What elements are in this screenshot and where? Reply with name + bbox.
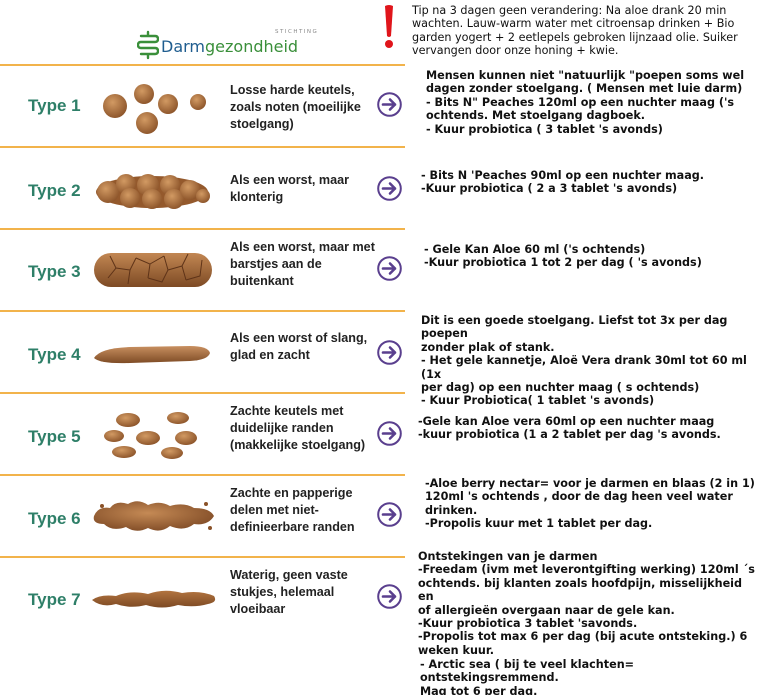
type-label: Type 2 bbox=[28, 181, 81, 200]
stool-type-row-6: Type 6 Zachte en papperige delen met nie… bbox=[0, 474, 416, 556]
stool-type-row-2: Type 2 Als een worst, maar klonterig bbox=[0, 146, 416, 228]
arrow-right-icon bbox=[377, 256, 402, 281]
stool-type-1-icon bbox=[103, 84, 206, 134]
stool-type-3-icon bbox=[94, 253, 212, 287]
row-separator bbox=[0, 146, 405, 148]
advice-type-5: -Gele kan Aloe vera 60ml op een nuchter … bbox=[418, 415, 721, 442]
arrow-right-icon bbox=[377, 421, 402, 446]
stool-type-5-icon bbox=[104, 412, 197, 459]
row-separator bbox=[0, 310, 405, 312]
logo: STICHTING Darmgezondheid bbox=[137, 28, 317, 60]
advice-type-4: Dit is een goede stoelgang. Liefst tot 3… bbox=[421, 314, 747, 408]
arrow-right-icon bbox=[377, 584, 402, 609]
advice-type-7: Ontstekingen van je darmen -Freedam (ivm… bbox=[418, 550, 755, 657]
exclamation-icon bbox=[385, 5, 393, 48]
type-description: Losse harde keutels, zoals noten (moeili… bbox=[230, 83, 361, 131]
type-description: Als een worst of slang, glad en zacht bbox=[230, 331, 368, 362]
arrow-right-icon bbox=[377, 340, 402, 365]
type-label: Type 4 bbox=[28, 345, 81, 364]
type-label: Type 5 bbox=[28, 427, 81, 446]
type-description: Zachte keutels met duidelijke randen (ma… bbox=[230, 404, 366, 452]
stool-type-row-3: Type 3 Als een worst, maar met barstjes … bbox=[0, 228, 416, 310]
stool-type-2-icon bbox=[96, 174, 210, 209]
advice-type-6: -Aloe berry nectar= voor je darmen en bl… bbox=[425, 477, 755, 531]
logo-name: Darmgezondheid bbox=[161, 37, 299, 56]
type-label: Type 3 bbox=[28, 262, 81, 281]
stool-type-row-4: Type 4 Als een worst of slang, glad en z… bbox=[0, 310, 416, 392]
type-label: Type 7 bbox=[28, 590, 81, 609]
type-description: Zachte en papperige delen met niet-defin… bbox=[230, 486, 355, 534]
arrow-right-icon bbox=[377, 502, 402, 527]
type-label: Type 6 bbox=[28, 509, 81, 528]
arrow-right-icon bbox=[377, 176, 402, 201]
stool-type-6-icon bbox=[93, 501, 214, 531]
stool-type-row-5: Type 5 Zachte keutels met duidelijke ran… bbox=[0, 392, 416, 474]
stool-type-4-icon bbox=[94, 346, 210, 364]
type-description: Waterig, geen vaste stukjes, helemaal vl… bbox=[230, 568, 348, 616]
row-separator bbox=[0, 392, 405, 394]
row-separator bbox=[0, 228, 405, 230]
row-separator bbox=[0, 556, 405, 558]
type-description: Als een worst, maar met barstjes aan de … bbox=[230, 240, 375, 288]
logo-small-text: STICHTING bbox=[275, 29, 319, 35]
intestine-logo-icon bbox=[137, 30, 159, 60]
stool-type-row-1: Type 1 Losse harde keutels, zoals noten … bbox=[0, 64, 416, 146]
advice-type-7-extra: - Arctic sea ( bij te veel klachten= ont… bbox=[420, 658, 635, 695]
row-separator bbox=[0, 474, 405, 476]
row-separator bbox=[0, 64, 405, 66]
stool-type-7-icon bbox=[92, 590, 216, 608]
advice-type-1: Mensen kunnen niet "natuurlijk "poepen s… bbox=[426, 69, 745, 136]
type-label: Type 1 bbox=[28, 96, 81, 115]
type-description: Als een worst, maar klonterig bbox=[230, 173, 349, 204]
advice-type-3: - Gele Kan Aloe 60 ml ('s ochtends) -Kuu… bbox=[424, 243, 702, 270]
arrow-right-icon bbox=[377, 92, 402, 117]
advice-type-2: - Bits N 'Peaches 90ml op een nuchter ma… bbox=[421, 169, 705, 196]
stool-type-row-7: Type 7 Waterig, geen vaste stukjes, hele… bbox=[0, 556, 416, 638]
tip-text: Tip na 3 dagen geen verandering: Na aloe… bbox=[412, 4, 738, 58]
